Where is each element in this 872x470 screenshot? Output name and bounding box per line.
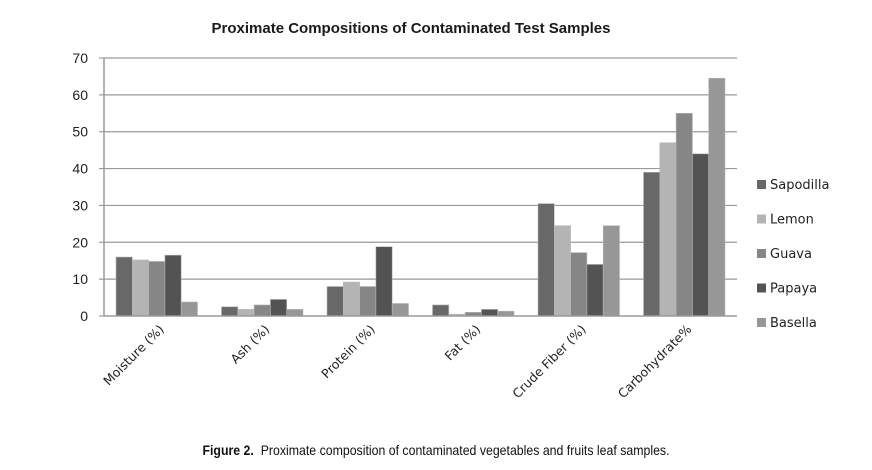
- y-tick-label: 20: [72, 234, 88, 250]
- bar-guava-4: [570, 252, 588, 317]
- bar-papaya-3: [481, 309, 498, 317]
- bar-lemon-1: [237, 309, 255, 317]
- x-tick-label: Protein (%): [318, 322, 378, 382]
- legend: Sapodilla Lemon Guava Papaya Basella: [757, 178, 829, 331]
- legend-label-sapodilla: Sapodilla: [770, 178, 829, 193]
- y-tick-label: 40: [72, 161, 88, 177]
- legend-swatch-sapodilla: [757, 180, 766, 189]
- bar-lemon-4: [553, 225, 571, 317]
- y-tick-label: 30: [72, 197, 88, 213]
- caption-label: Figure 2.: [202, 442, 254, 458]
- legend-label-lemon: Lemon: [770, 213, 814, 228]
- bar-lemon-5: [659, 142, 677, 317]
- y-tick-label: 50: [72, 124, 88, 140]
- y-tick-label: 70: [72, 50, 88, 66]
- bar-basella-5: [708, 77, 726, 317]
- x-axis-labels: Moisture (%) Ash (%) Protein (%) Fat (%) Cru…: [100, 321, 694, 401]
- bar-sapodilla-0: [115, 256, 133, 317]
- x-tick-label: Ash (%): [227, 322, 272, 367]
- x-tick-label: Crude Fiber (%): [509, 322, 589, 402]
- y-tick-label: 0: [80, 308, 88, 324]
- bar-papaya-4: [586, 264, 604, 317]
- bar-papaya-5: [692, 153, 710, 317]
- bar-lemon-2: [342, 281, 360, 317]
- gridlines: [104, 57, 737, 280]
- bar-guava-1: [253, 304, 271, 317]
- axes: [103, 58, 737, 317]
- bar-sapodilla-2: [326, 286, 344, 317]
- x-tick-label: Moisture (%): [100, 322, 167, 389]
- bar-chart: Proximate Compositions of Contaminated T…: [72, 20, 829, 401]
- legend-swatch-papaya: [757, 283, 766, 293]
- bar-basella-1: [286, 309, 304, 317]
- legend-swatch-basella: [757, 318, 766, 327]
- bar-sapodilla-4: [537, 203, 555, 317]
- bar-guava-5: [675, 112, 693, 317]
- bar-guava-2: [359, 286, 377, 317]
- bar-sapodilla-1: [221, 306, 239, 317]
- legend-swatch-lemon: [757, 214, 766, 224]
- bar-papaya-0: [164, 254, 182, 317]
- bar-basella-0: [180, 301, 198, 317]
- bar-sapodilla-5: [643, 171, 661, 317]
- legend-label-basella: Basella: [770, 316, 817, 331]
- legend-swatch-guava: [757, 249, 766, 258]
- x-tick-label: Fat (%): [441, 322, 483, 364]
- bar-sapodilla-3: [432, 304, 450, 317]
- legend-label-papaya: Papaya: [770, 282, 817, 297]
- bar-basella-2: [391, 303, 409, 317]
- bars: [115, 77, 726, 317]
- bar-lemon-0: [132, 259, 149, 317]
- bar-papaya-1: [270, 299, 287, 317]
- bar-papaya-2: [375, 246, 393, 317]
- legend-label-guava: Guava: [770, 247, 812, 262]
- y-axis-ticks: 0 10 20 30 40 50 60 70: [72, 50, 104, 324]
- y-tick-label: 10: [72, 271, 88, 287]
- y-tick-label: 60: [72, 87, 88, 103]
- chart-title: Proximate Compositions of Contaminated T…: [212, 20, 611, 37]
- bar-guava-0: [148, 261, 166, 317]
- bar-basella-4: [602, 225, 620, 317]
- x-tick-label: Carbohydrate%: [615, 321, 695, 401]
- caption-text: Proximate composition of contaminated ve…: [260, 442, 670, 458]
- figure-caption: Figure 2. Proximate composition of conta…: [52, 442, 819, 458]
